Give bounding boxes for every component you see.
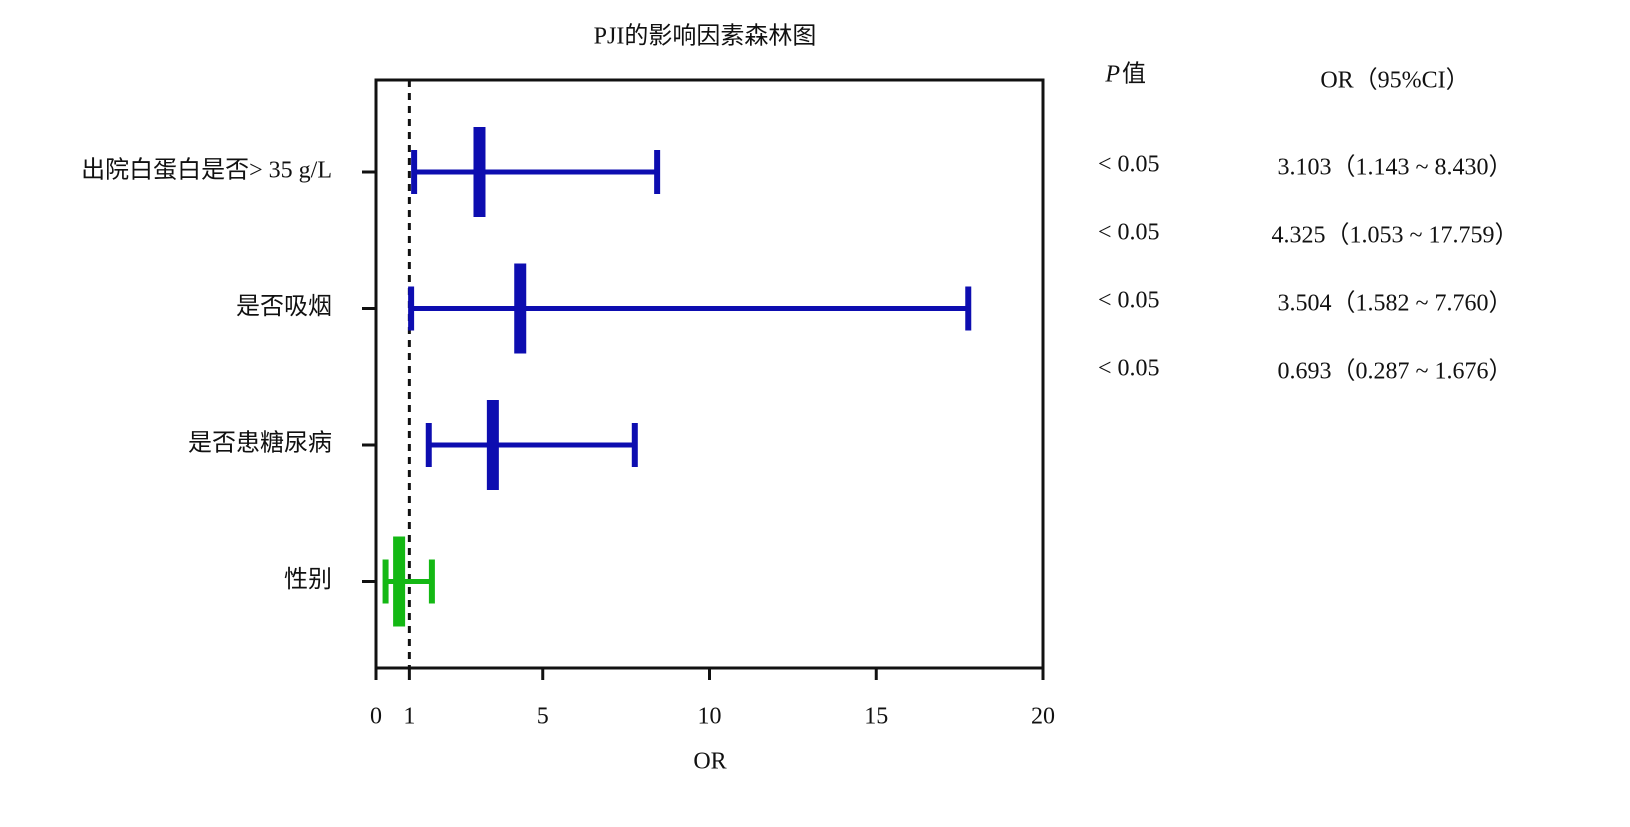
p-value: < 0.05: [1098, 152, 1160, 178]
or-box: [473, 127, 486, 217]
x-tick-label: 20: [1031, 704, 1055, 730]
x-tick-label: 1: [403, 704, 415, 730]
or-ci: 3.103（1.143 ~ 8.430）: [1278, 155, 1513, 181]
p-value: < 0.05: [1098, 288, 1160, 314]
y-tick-label: 是否患糖尿病: [188, 430, 332, 457]
or-ci: 4.325（1.053 ~ 17.759）: [1272, 223, 1519, 249]
x-axis-label: OR: [693, 749, 726, 775]
p-header-italic: P: [1104, 62, 1120, 88]
x-tick-label: 15: [864, 704, 888, 730]
x-tick-label: 5: [537, 704, 549, 730]
or-box: [393, 536, 406, 627]
chart-title: PJI的影响因素森林图: [594, 23, 817, 50]
or-box: [514, 263, 527, 354]
or-ci: 3.504（1.582 ~ 7.760）: [1278, 291, 1513, 317]
p-header: 值: [1122, 61, 1146, 88]
or-header: OR（95%CI）: [1320, 68, 1469, 94]
p-value: < 0.05: [1098, 220, 1160, 246]
p-value: < 0.05: [1098, 356, 1160, 382]
y-tick-label: 是否吸烟: [236, 293, 332, 320]
y-tick-label: 出院白蛋白是否> 35 g/L: [81, 157, 332, 184]
or-box: [486, 400, 499, 490]
y-tick-label: 性别: [284, 566, 332, 593]
x-tick-label: 10: [698, 704, 722, 730]
x-tick-label: 0: [370, 704, 382, 730]
or-ci: 0.693（0.287 ~ 1.676）: [1278, 359, 1513, 385]
